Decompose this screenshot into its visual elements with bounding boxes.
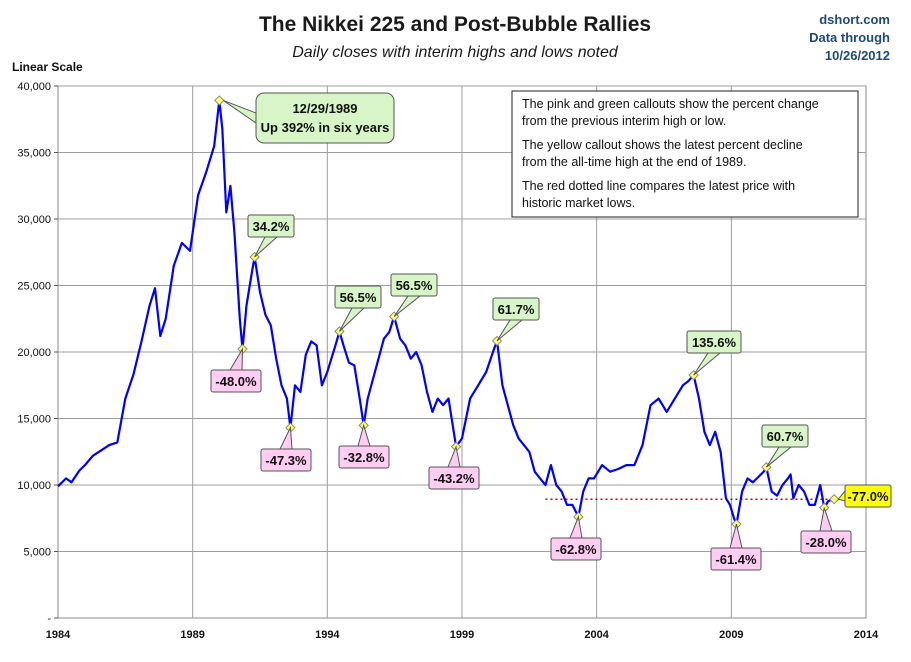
point-marker-latest [829, 493, 840, 505]
callout-high: 135.6% [686, 330, 742, 376]
x-tick-label: 2004 [584, 629, 609, 641]
callout-label: -61.4% [715, 552, 757, 567]
x-tick-label: 1989 [180, 629, 204, 641]
callout-label: 34.2% [253, 219, 290, 234]
callout-box [338, 445, 390, 469]
y-tick-label: 35,000 [17, 148, 51, 160]
callout-label: 60.7% [767, 429, 804, 444]
callout-label: -43.2% [433, 471, 475, 486]
callout-box [210, 369, 262, 393]
callout-box [428, 466, 480, 490]
note-2-line-2: from the all-time high at the end of 198… [522, 155, 746, 169]
x-tick-label: 1999 [450, 629, 474, 641]
series-line-nikkei-225 [57, 99, 835, 526]
callout-box [492, 297, 540, 321]
callout-label-gain: Up 392% in six years [261, 120, 390, 135]
callout-high: 56.5% [390, 273, 438, 317]
x-tick-label: 1984 [46, 629, 71, 641]
y-tick-label: 20,000 [17, 347, 51, 359]
y-tick-label: 25,000 [17, 281, 51, 293]
callout-box [260, 448, 312, 472]
x-tick-label: 1994 [315, 629, 340, 641]
callout-label: -48.0% [215, 374, 257, 389]
y-tick-label: 10,000 [17, 480, 51, 492]
callout-label-date: 12/29/1989 [292, 101, 357, 116]
note-3-line-1: The red dotted line compares the latest … [522, 179, 795, 193]
callout-box [710, 547, 762, 571]
callout-box [800, 530, 852, 554]
x-tick-label: 2014 [854, 629, 879, 641]
callout-low: -48.0% [210, 347, 262, 393]
series-group [57, 99, 835, 526]
callout-latest: -77.0% [837, 484, 892, 508]
callout-box [334, 285, 382, 309]
note-1-line-1: The pink and green callouts show the per… [522, 97, 819, 111]
chart-subtitle: Daily closes with interim highs and lows… [292, 44, 619, 61]
callout-low: -43.2% [428, 444, 480, 490]
callout-label: -47.3% [265, 453, 307, 468]
callout-low: -61.4% [710, 524, 762, 571]
notes-box: The pink and green callouts show the per… [511, 90, 859, 218]
callout-low: -32.8% [338, 423, 390, 469]
source-data-through: Data through [809, 30, 890, 45]
callouts-group: 12/29/1989 Up 392% in six years -48.0% 34.2… [210, 92, 892, 571]
callout-low: -28.0% [800, 507, 852, 554]
callout-label: 56.5% [340, 290, 377, 305]
callout-box [390, 273, 438, 297]
callout-box [550, 537, 602, 561]
callout-label: -28.0% [805, 535, 847, 550]
y-tick-label: 30,000 [17, 214, 51, 226]
callout-high: 56.5% [334, 285, 382, 332]
callout-label: 56.5% [396, 278, 433, 293]
chart-title: The Nikkei 225 and Post-Bubble Rallies [259, 13, 651, 36]
x-tick-label: 2009 [719, 629, 743, 641]
callout-low: -62.8% [550, 514, 602, 561]
callout-label: -77.0% [847, 489, 889, 504]
callout-label: -32.8% [343, 450, 385, 465]
notes-box-frame [511, 90, 859, 218]
y-tick-label: - [47, 613, 51, 625]
y-tick-label: 5,000 [23, 547, 51, 559]
point-marker-high [214, 95, 225, 106]
callout-box [255, 92, 395, 144]
callout-high: 60.7% [761, 424, 809, 468]
y-tick-label: 40,000 [17, 81, 51, 93]
source-site: dshort.com [819, 12, 890, 27]
callout-low: -47.3% [260, 425, 312, 472]
callout-box [761, 424, 809, 448]
note-2-line-1: The yellow callout shows the latest perc… [522, 138, 803, 152]
callout-high: 12/29/1989 Up 392% in six years [223, 92, 395, 144]
axes: - 5,000 10,000 15,000 20,000 25,000 30,000 35,0… [17, 81, 879, 641]
y-axis-title: Linear Scale [12, 60, 83, 74]
y-tick-label: 15,000 [17, 414, 51, 426]
callout-box [686, 330, 742, 354]
note-1-line-2: from the previous interim high or low. [522, 114, 726, 128]
callout-high: 34.2% [247, 214, 295, 258]
callout-box [247, 214, 295, 238]
callout-high: 61.7% [492, 297, 540, 342]
callout-label: -62.8% [555, 542, 597, 557]
callout-box [844, 484, 892, 508]
callout-label: 61.7% [498, 302, 535, 317]
callout-label: 135.6% [692, 335, 737, 350]
source-date: 10/26/2012 [825, 48, 890, 63]
note-3-line-2: historic market lows. [522, 196, 635, 210]
